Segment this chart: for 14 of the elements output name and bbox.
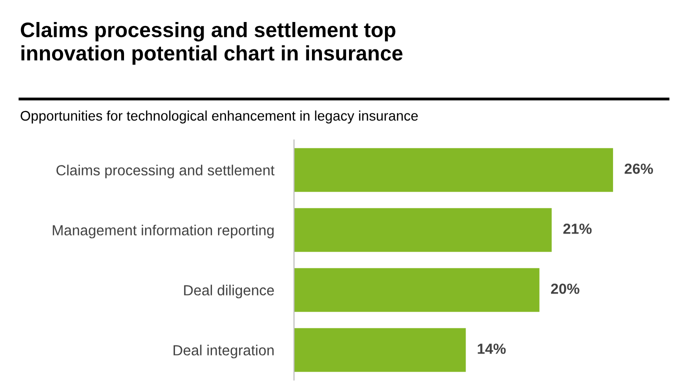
data-label: 14% [478,344,506,354]
bar [294,208,552,252]
data-label: 20% [551,284,580,294]
y-tick-label: Claims processing and settlement [56,164,274,178]
bar [294,148,614,192]
data-label: 26% [624,164,653,174]
data-label: 21% [563,224,592,234]
y-tick-label: Deal diligence [184,284,274,298]
bar [294,328,466,372]
bar [294,268,540,312]
y-tick-label: Deal integration [174,344,274,358]
chart-title: Claims processing and settlement top innovation potential chart in insurance [20,22,402,65]
chart-subtitle: Opportunities for technological enhancement in legacy insurance [20,110,418,124]
y-tick-label: Management information reporting [52,224,274,238]
